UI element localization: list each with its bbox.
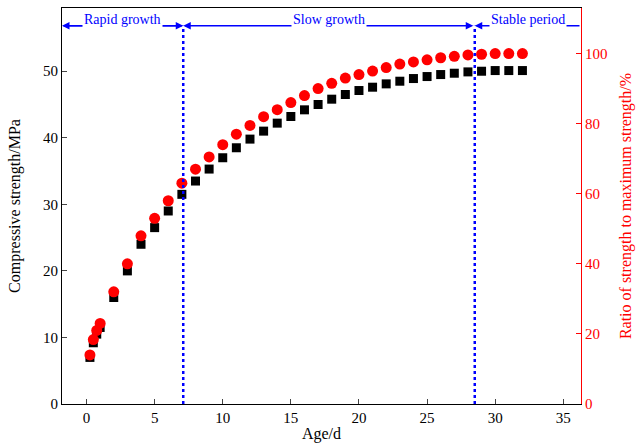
svg-text:60: 60 [585, 186, 600, 202]
svg-text:5: 5 [151, 410, 159, 426]
svg-text:Stable period: Stable period [491, 12, 565, 27]
svg-text:30: 30 [43, 197, 58, 213]
svg-text:Rapid growth: Rapid growth [84, 12, 161, 27]
svg-text:Compressive strength/MPa: Compressive strength/MPa [6, 119, 24, 293]
svg-text:100: 100 [585, 46, 608, 62]
svg-text:40: 40 [43, 130, 58, 146]
svg-text:20: 20 [43, 263, 58, 279]
svg-text:20: 20 [351, 410, 366, 426]
svg-text:0: 0 [51, 396, 59, 412]
svg-text:10: 10 [215, 410, 230, 426]
svg-text:25: 25 [420, 410, 435, 426]
svg-text:10: 10 [43, 330, 58, 346]
svg-text:Age/d: Age/d [302, 425, 341, 443]
svg-text:80: 80 [585, 116, 600, 132]
svg-text:0: 0 [585, 396, 593, 412]
svg-text:40: 40 [585, 256, 600, 272]
svg-text:0: 0 [83, 410, 91, 426]
svg-text:15: 15 [283, 410, 298, 426]
svg-text:30: 30 [488, 410, 503, 426]
svg-text:50: 50 [43, 63, 58, 79]
svg-text:35: 35 [556, 410, 571, 426]
svg-text:20: 20 [585, 326, 600, 342]
svg-text:Slow growth: Slow growth [293, 12, 365, 27]
svg-text:Ratio of strength to maximum s: Ratio of strength to maximum strength/% [617, 73, 635, 339]
